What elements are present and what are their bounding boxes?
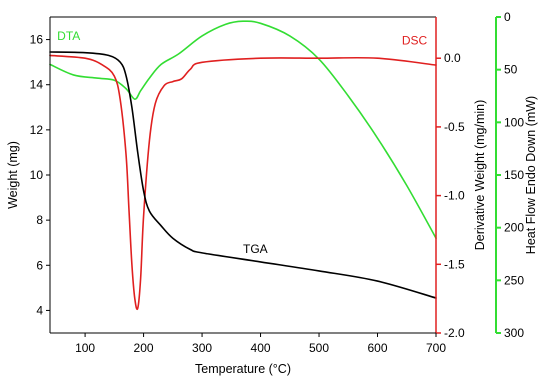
data-point-tga [260, 261, 261, 262]
heat-flow-tick-label: 100 [504, 115, 524, 129]
data-point-dsc [149, 140, 150, 141]
data-point-dta [406, 185, 407, 186]
data-point-dsc [377, 58, 378, 59]
data-point-dta [289, 35, 290, 36]
data-point-tga [143, 190, 144, 191]
left-tick-label: 6 [36, 258, 43, 272]
data-point-tga [149, 211, 150, 212]
x-axis-title: Temperature (°C) [195, 362, 291, 376]
data-point-dsc [134, 298, 135, 299]
series-line-dta [49, 20, 437, 239]
derivative-tick-label: -1.5 [444, 257, 465, 271]
data-point-dta [201, 35, 202, 36]
series-label-dsc: DSC [402, 33, 428, 47]
left-tick-label: 8 [36, 213, 43, 227]
heat-flow-axis: 0 50 100 150 200 250 300 Heat Flow Endo Down (m… [495, 10, 538, 340]
data-point-dsc [318, 58, 319, 59]
x-tick-label: 300 [192, 341, 212, 355]
heat-flow-tick-label: 250 [504, 273, 524, 287]
data-point-dsc [181, 78, 182, 79]
data-point-dta [114, 80, 115, 81]
derivative-tick-label: -2.0 [444, 326, 465, 340]
heat-flow-tick-label: 0 [504, 10, 511, 24]
data-point-dsc [131, 264, 132, 265]
data-point-tga [318, 270, 319, 271]
left-axis: 4 6 8 10 12 14 16 Weight (mg) [6, 17, 51, 333]
left-tick-label: 14 [30, 78, 44, 92]
derivative-axis: -2.0 -1.5 -1.0 -0.5 0.0 Derivative Weight (mg… [435, 17, 487, 340]
data-point-tga [120, 62, 121, 63]
series-label-dta: DTA [57, 29, 80, 43]
data-point-tga [137, 152, 138, 153]
heat-flow-tick-label: 200 [504, 221, 524, 235]
data-point-dsc [172, 81, 173, 82]
data-point-dta [242, 21, 243, 22]
data-point-dsc [120, 99, 121, 100]
data-point-dta [225, 24, 226, 25]
data-point-tga [131, 107, 132, 108]
x-tick-label: 700 [426, 341, 446, 355]
heat-flow-tick-label: 150 [504, 168, 524, 182]
data-point-tga [190, 249, 191, 250]
data-point-tga [201, 252, 202, 253]
series-layer [49, 20, 437, 311]
series-line-dsc [49, 54, 437, 311]
data-point-dsc [84, 58, 85, 59]
data-point-dta [96, 77, 97, 78]
left-tick-label: 16 [30, 33, 44, 47]
x-tick-label: 400 [251, 341, 271, 355]
data-point-dsc [260, 58, 261, 59]
data-point-tga [161, 225, 162, 226]
series-label-tga: TGA [243, 242, 268, 256]
data-point-dta [161, 64, 162, 65]
data-point-dta [73, 74, 74, 75]
x-tick-label: 500 [309, 341, 329, 355]
left-tick-label: 12 [30, 123, 44, 137]
data-point-dta [178, 53, 179, 54]
data-point-dta [377, 138, 378, 139]
data-point-tga [84, 52, 85, 53]
series-line-tga [49, 51, 437, 299]
data-point-dta [140, 90, 141, 91]
data-point-dsc [190, 69, 191, 70]
heat-flow-tick-label: 300 [504, 326, 524, 340]
data-point-dta [134, 99, 135, 100]
derivative-axis-title: Derivative Weight (mg/min) [473, 100, 487, 251]
x-tick-label: 200 [134, 341, 154, 355]
data-point-dta [149, 77, 150, 78]
derivative-tick-label: -0.5 [444, 120, 465, 134]
left-axis-title: Weight (mg) [6, 141, 20, 209]
derivative-tick-label: -1.0 [444, 189, 465, 203]
data-point-dsc [155, 103, 156, 104]
labels-layer: DTA DSC TGA [57, 29, 427, 256]
data-point-dta [348, 95, 349, 96]
data-point-tga [108, 55, 109, 56]
left-tick-label: 4 [36, 303, 43, 317]
bottom-axis: 100 200 300 400 500 600 700 Temperature (°C) [50, 332, 446, 376]
data-point-dsc [128, 209, 129, 210]
data-point-dsc [114, 75, 115, 76]
derivative-tick-label: 0.0 [444, 51, 461, 65]
data-point-dsc [163, 85, 164, 86]
data-point-dsc [201, 62, 202, 63]
data-point-tga [125, 75, 126, 76]
x-tick-label: 100 [75, 341, 95, 355]
data-point-dsc [125, 154, 126, 155]
data-point-tga [377, 280, 378, 281]
data-point-dta [125, 88, 126, 89]
left-tick-label: 10 [30, 168, 44, 182]
data-point-dsc [102, 64, 103, 65]
data-point-dsc [140, 277, 141, 278]
data-point-dta [260, 23, 261, 24]
data-point-dsc [137, 308, 138, 309]
data-point-dsc [143, 216, 144, 217]
heat-flow-axis-title: Heat Flow Endo Down (mW) [524, 96, 538, 254]
heat-flow-tick-label: 50 [504, 63, 518, 77]
x-tick-label: 600 [367, 341, 387, 355]
data-point-tga [172, 238, 173, 239]
